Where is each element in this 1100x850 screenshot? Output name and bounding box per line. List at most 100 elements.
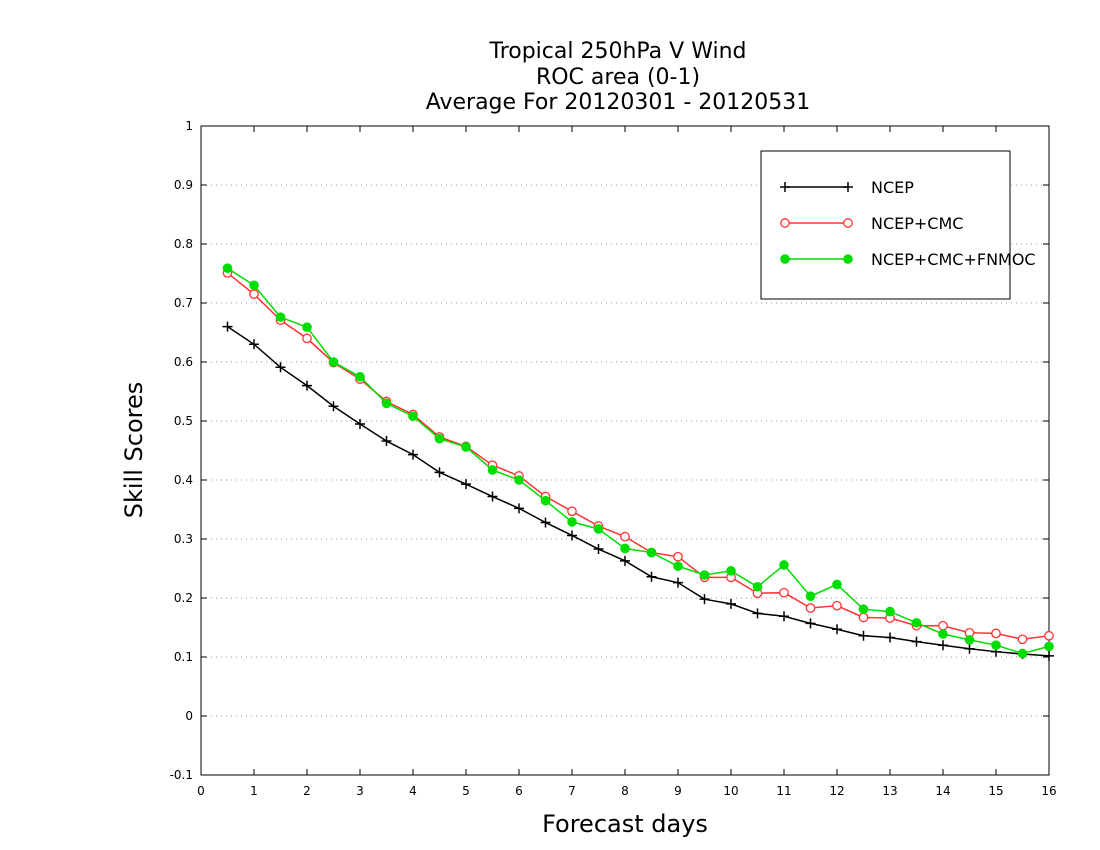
data-point [779,560,789,570]
y-tick-label: -0.1 [170,768,193,782]
data-point [1017,648,1028,659]
y-tick-label: 0.8 [174,237,193,251]
data-point [1044,641,1054,652]
chart-title-line-2: ROC area (0-1) [536,65,700,90]
x-tick-label: 10 [723,784,738,798]
x-tick-label: 5 [462,784,470,798]
legend-box [760,150,1011,300]
y-tick-label: 0.3 [174,532,193,546]
series-ncep-cmc [222,268,1054,645]
x-tick-label: 4 [409,784,417,798]
data-point [275,362,286,373]
data-point [964,643,975,654]
data-point [249,339,259,350]
data-point [1044,650,1054,661]
data-point [434,433,445,444]
legend-marker [780,218,790,228]
x-tick-label: 15 [988,784,1003,798]
data-point [752,581,763,592]
legend-marker [843,182,853,192]
y-tick-label: 0.2 [174,591,193,605]
data-point [461,442,471,452]
legend-label-ncep: NCEP [871,178,914,197]
data-point [434,467,445,478]
y-tick-label: 0.5 [174,414,193,428]
series [222,263,1054,661]
data-point [858,604,869,615]
data-point [805,618,816,629]
x-tick-label: 9 [674,784,682,798]
data-point [620,543,630,554]
x-tick-label: 11 [776,784,791,798]
data-point [567,530,577,541]
legend: NCEP NCEP+CMC NCEP+CMC+FNMOC [760,150,1036,300]
data-point [620,531,630,542]
data-point [991,640,1001,651]
data-point [911,617,922,628]
y-tick-label: 0.7 [174,296,193,310]
data-point [911,636,922,647]
data-point [408,411,418,422]
series-line-ncep-cmc-fnmoc [227,267,1050,655]
y-axis-label: Skill Scores [120,382,148,519]
data-point [673,561,683,571]
y-tick-label: 0.9 [174,178,193,192]
data-point [567,506,577,517]
data-point [646,547,657,558]
data-point [355,418,365,429]
data-point [699,594,710,605]
data-point [858,630,869,641]
legend-marker [843,254,853,264]
series-line-ncep-cmc [227,272,1050,641]
data-point [222,263,233,273]
series-ncep-cmc-fnmoc [222,263,1054,659]
data-point [885,606,895,617]
x-tick-label: 12 [829,784,844,798]
data-point [752,608,763,619]
y-tick-label: 0.4 [174,473,193,487]
data-point [381,436,392,447]
x-tick-label: 16 [1041,784,1056,798]
data-point [381,398,392,409]
data-point [673,577,683,588]
data-point [540,495,551,506]
series-ncep [222,321,1054,661]
data-point [328,357,339,367]
data-point [249,289,259,299]
x-tick-label: 0 [197,784,205,798]
data-point [487,491,498,502]
legend-label-ncep-cmc: NCEP+CMC [871,214,963,233]
data-point [328,401,339,412]
x-tick-label: 7 [568,784,576,798]
data-point [355,371,365,382]
data-point [540,517,551,528]
data-point [938,640,948,651]
legend-marker [843,218,853,228]
x-tick-label: 3 [356,784,364,798]
data-point [779,587,789,598]
data-point [832,624,842,635]
x-tick-label: 2 [303,784,311,798]
data-point [1044,630,1054,641]
data-point [779,611,789,622]
data-point [222,321,233,332]
data-point [514,503,524,514]
chart-title-line-1: Tropical 250hPa V Wind [488,39,746,64]
chart-title-line-3: Average For 20120301 - 20120531 [426,90,811,115]
data-point [964,635,975,645]
data-point [275,312,286,322]
data-point [805,591,816,602]
data-point [408,449,418,460]
data-point [567,517,577,527]
legend-label-ncep-cmc-fnmoc: NCEP+CMC+FNMOC [871,250,1036,269]
x-tick-label: 8 [621,784,629,798]
data-point [938,620,948,631]
data-point [991,628,1001,639]
data-point [1017,634,1028,645]
legend-marker [780,254,790,264]
data-point [673,551,683,562]
data-point [487,465,498,475]
data-point [885,632,895,643]
data-point [620,555,630,566]
